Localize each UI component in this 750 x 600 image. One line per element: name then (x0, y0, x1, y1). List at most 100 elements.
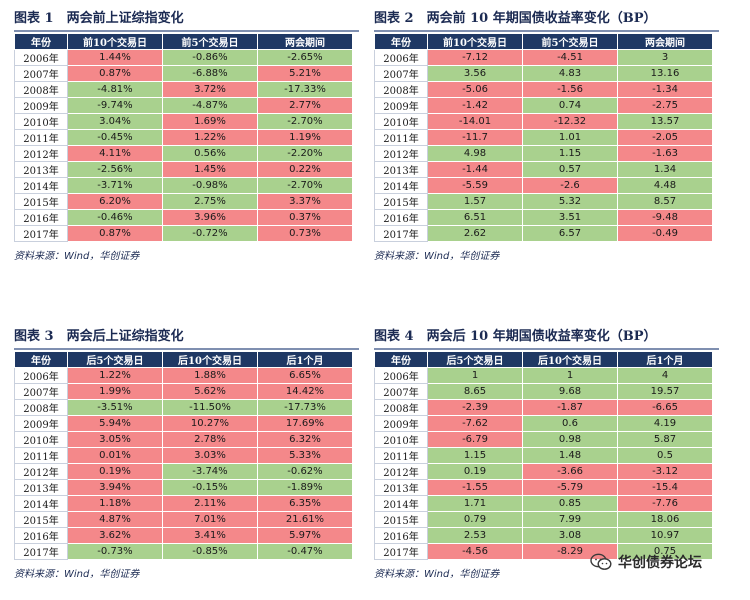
year-column-header: 年份 (14, 33, 68, 50)
value-cell: 4.98 (427, 145, 523, 162)
table-row: 2007年 3.56 4.83 13.16 (374, 65, 713, 82)
value-cell: -6.88% (162, 65, 258, 82)
table-row: 2009年 -9.74% -4.87% 2.77% (14, 97, 353, 114)
title-rule (14, 348, 359, 350)
value-cell: 9.68 (522, 383, 618, 400)
value-cell: -3.74% (162, 463, 258, 480)
table-row: 2010年 -6.79 0.98 5.87 (374, 431, 713, 448)
figure-title: 图表 4 两会后 10 年期国债收益率变化（BP） (374, 329, 657, 344)
table-row: 2016年 -0.46% 3.96% 0.37% (14, 209, 353, 226)
value-cell: 1.18% (67, 495, 163, 512)
value-cell: 1.22% (67, 367, 163, 384)
value-cell: 0.74 (522, 97, 618, 114)
year-cell: 2015年 (14, 511, 68, 528)
table-row: 2013年 -2.56% 1.45% 0.22% (14, 161, 353, 178)
value-cell: 6.65% (257, 367, 353, 384)
column-header: 后10个交易日 (522, 351, 618, 368)
value-cell: 2.11% (162, 495, 258, 512)
value-cell: 5.21% (257, 65, 353, 82)
value-cell: 5.97% (257, 527, 353, 544)
year-cell: 2012年 (374, 145, 428, 162)
value-cell: -0.72% (162, 225, 258, 242)
year-cell: 2011年 (14, 129, 68, 146)
value-cell: 1.45% (162, 161, 258, 178)
year-cell: 2014年 (14, 495, 68, 512)
value-cell: 0.75 (617, 543, 713, 560)
year-cell: 2012年 (374, 463, 428, 480)
value-cell: 4.19 (617, 415, 713, 432)
column-header: 前5个交易日 (522, 33, 618, 50)
year-cell: 2015年 (374, 511, 428, 528)
year-cell: 2011年 (374, 129, 428, 146)
value-cell: -5.06 (427, 81, 523, 98)
value-cell: -0.62% (257, 463, 353, 480)
table-row: 2017年 0.87% -0.72% 0.73% (14, 225, 353, 242)
year-cell: 2009年 (14, 415, 68, 432)
value-cell: 0.79 (427, 511, 523, 528)
value-cell: 5.32 (522, 193, 618, 210)
value-cell: 0.98 (522, 431, 618, 448)
table-row: 2014年 1.71 0.85 -7.76 (374, 495, 713, 512)
value-cell: -0.15% (162, 479, 258, 496)
value-cell: 6.32% (257, 431, 353, 448)
year-cell: 2011年 (374, 447, 428, 464)
wechat-icon (590, 553, 612, 570)
value-cell: 2.53 (427, 527, 523, 544)
value-cell: 0.85 (522, 495, 618, 512)
table-row: 2006年 1.22% 1.88% 6.65% (14, 367, 353, 384)
table-header-row: 年份 前10个交易日 前5个交易日 两会期间 (374, 33, 713, 50)
value-cell: -1.89% (257, 479, 353, 496)
value-cell: 6.20% (67, 193, 163, 210)
value-cell: -0.45% (67, 129, 163, 146)
value-cell: 8.65 (427, 383, 523, 400)
value-cell: 1.19% (257, 129, 353, 146)
value-cell: -6.79 (427, 431, 523, 448)
value-cell: -0.46% (67, 209, 163, 226)
table-row: 2009年 -7.62 0.6 4.19 (374, 415, 713, 432)
table-row: 2008年 -3.51% -11.50% -17.73% (14, 399, 353, 416)
figure-title: 图表 3 两会后上证综指变化 (14, 329, 184, 344)
value-cell: 4.48 (617, 177, 713, 194)
year-cell: 2013年 (14, 479, 68, 496)
year-cell: 2010年 (14, 113, 68, 130)
year-cell: 2009年 (14, 97, 68, 114)
table-row: 2010年 3.05% 2.78% 6.32% (14, 431, 353, 448)
value-cell: -1.87 (522, 399, 618, 416)
year-cell: 2014年 (374, 177, 428, 194)
value-cell: 1.44% (67, 49, 163, 66)
value-cell: 1.69% (162, 113, 258, 130)
value-cell: 3.08 (522, 527, 618, 544)
value-cell: 3.05% (67, 431, 163, 448)
value-cell: 0.19% (67, 463, 163, 480)
value-cell: 7.01% (162, 511, 258, 528)
value-cell: -1.55 (427, 479, 523, 496)
year-cell: 2013年 (14, 161, 68, 178)
value-cell: 1.88% (162, 367, 258, 384)
figure-2-panel: 图表 2 两会前 10 年期国债收益率变化（BP） 年份 前10个交易日 前5个交易… (374, 8, 719, 262)
watermark: 华创债券论坛 (590, 552, 702, 572)
year-column-header: 年份 (14, 351, 68, 368)
year-cell: 2010年 (374, 113, 428, 130)
value-cell: 4.87% (67, 511, 163, 528)
value-cell: 2.78% (162, 431, 258, 448)
year-cell: 2006年 (14, 367, 68, 384)
value-cell: 18.06 (617, 511, 713, 528)
figure-title: 图表 1 两会前上证综指变化 (14, 11, 184, 26)
table-row: 2007年 8.65 9.68 19.57 (374, 383, 713, 400)
table-header-row: 年份 前10个交易日 前5个交易日 两会期间 (14, 33, 353, 50)
value-cell: -2.6 (522, 177, 618, 194)
table-row: 2017年 2.62 6.57 -0.49 (374, 225, 713, 242)
value-cell: 5.94% (67, 415, 163, 432)
value-cell: 0.5 (617, 447, 713, 464)
year-cell: 2010年 (374, 431, 428, 448)
value-cell: -0.47% (257, 543, 353, 560)
value-cell: 0.57 (522, 161, 618, 178)
value-cell: 1 (522, 367, 618, 384)
year-column-header: 年份 (374, 33, 428, 50)
column-header: 前5个交易日 (162, 33, 258, 50)
value-cell: 1 (427, 367, 523, 384)
value-cell: 3.04% (67, 113, 163, 130)
value-cell: -15.4 (617, 479, 713, 496)
value-cell: -0.85% (162, 543, 258, 560)
year-column-header: 年份 (374, 351, 428, 368)
